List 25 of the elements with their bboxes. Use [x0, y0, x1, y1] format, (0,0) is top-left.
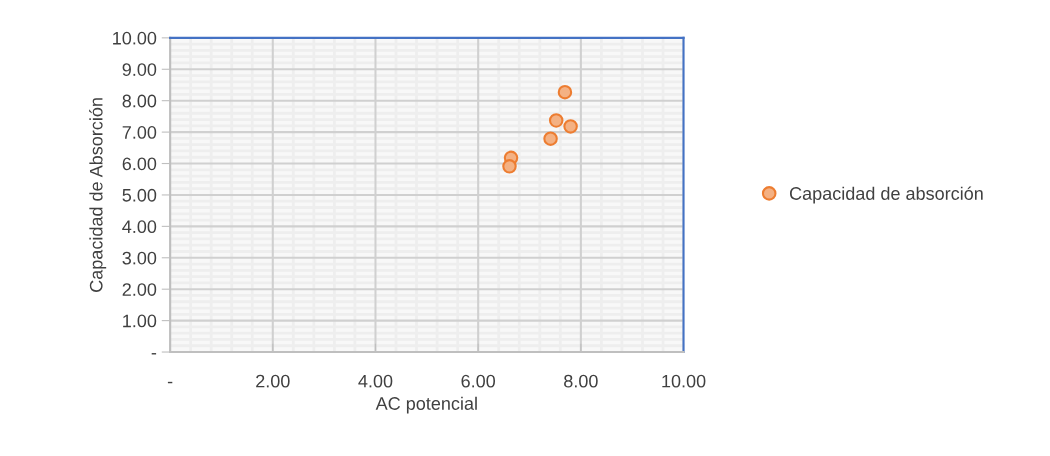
y-tick-label: 3.00 [122, 251, 157, 265]
y-axis-title: Capacidad de Absorción [89, 98, 107, 292]
point [557, 84, 573, 100]
y-tick-label: 8.00 [122, 94, 157, 108]
point [563, 119, 578, 134]
y-tick-label: 2.00 [122, 283, 157, 296]
x-axis-title: AC potencial [375, 396, 477, 414]
x-tick-label: 6.00 [461, 374, 496, 388]
y-tick-label: 9.00 [122, 63, 157, 76]
y-tick-label: - [151, 353, 157, 355]
x-tick-label: 10.00 [662, 374, 706, 388]
point [543, 131, 558, 146]
legend-label: Capacidad de absorción [789, 186, 983, 204]
y-tick-label: 6.00 [122, 157, 157, 171]
x-tick-label: - [167, 381, 173, 384]
y-tick-label: 7.00 [122, 126, 157, 139]
y-tick-label: 1.00 [123, 314, 157, 328]
y-tick-label: 10.00 [113, 31, 157, 45]
point [502, 159, 517, 174]
y-tick-label: 5.00 [122, 188, 157, 202]
x-tick-label: 4.00 [358, 374, 393, 388]
point [548, 113, 564, 128]
x-tick-label: 2.00 [256, 374, 290, 388]
x-tick-label: 8.00 [564, 374, 598, 388]
y-tick-label: 4.00 [122, 220, 157, 234]
